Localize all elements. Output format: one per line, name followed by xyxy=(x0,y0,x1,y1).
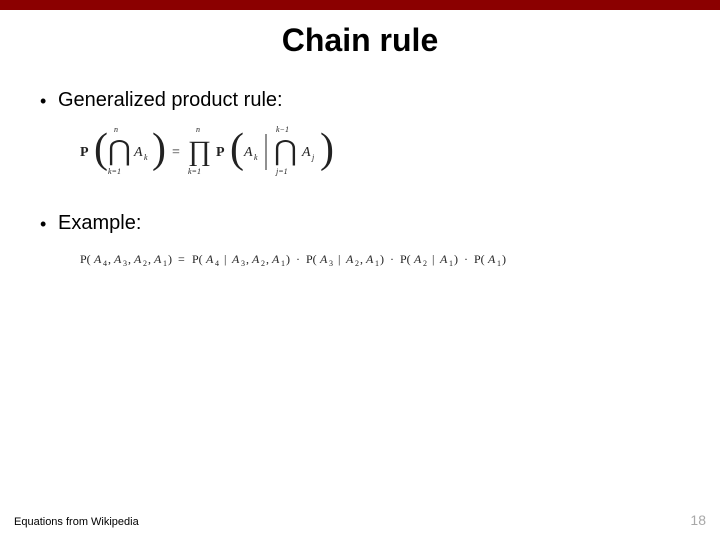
svg-text:2: 2 xyxy=(261,259,265,268)
svg-text:): ) xyxy=(380,252,384,266)
svg-text:·: · xyxy=(464,252,468,266)
bullet-marker: • xyxy=(40,212,58,237)
svg-text:4: 4 xyxy=(215,259,219,268)
svg-text:=: = xyxy=(172,145,180,160)
svg-text:P(: P( xyxy=(400,252,411,266)
svg-text:|: | xyxy=(224,252,226,266)
svg-text:A: A xyxy=(301,145,311,160)
svg-text:,: , xyxy=(246,252,249,266)
svg-text:j: j xyxy=(311,153,315,162)
svg-text:A: A xyxy=(365,252,374,266)
svg-text:1: 1 xyxy=(497,259,501,268)
svg-text:P(: P( xyxy=(80,252,91,266)
svg-text:(: ( xyxy=(94,126,108,172)
svg-text:,: , xyxy=(108,252,111,266)
svg-text:=: = xyxy=(178,252,185,266)
svg-text:·: · xyxy=(390,252,394,266)
svg-text:A: A xyxy=(413,252,422,266)
svg-text:1: 1 xyxy=(163,259,167,268)
svg-text:,: , xyxy=(266,252,269,266)
svg-text:k=1: k=1 xyxy=(108,167,121,176)
svg-text:3: 3 xyxy=(329,259,333,268)
svg-text:,: , xyxy=(360,252,363,266)
svg-text:A: A xyxy=(205,252,214,266)
svg-text:A: A xyxy=(133,145,143,160)
svg-text:|: | xyxy=(338,252,340,266)
svg-text:∏: ∏ xyxy=(188,136,211,167)
svg-text:2: 2 xyxy=(143,259,147,268)
svg-text:A: A xyxy=(319,252,328,266)
svg-text:n: n xyxy=(196,125,200,134)
svg-text:2: 2 xyxy=(423,259,427,268)
slide-body: • Generalized product rule: P ( ⋂ n k=1 … xyxy=(0,59,720,276)
svg-text:2: 2 xyxy=(355,259,359,268)
bullet-text-1: Generalized product rule: xyxy=(58,89,283,112)
svg-text:k−1: k−1 xyxy=(276,125,289,134)
svg-text:): ) xyxy=(502,252,506,266)
svg-text:1: 1 xyxy=(449,259,453,268)
svg-text:⋂: ⋂ xyxy=(108,136,131,167)
formula-example: P( A4 , A3 , A2 , A1 ) = P( A4 | A3 , A2… xyxy=(80,247,680,276)
svg-text:3: 3 xyxy=(241,259,245,268)
svg-text:A: A xyxy=(231,252,240,266)
bullet-item: • Example: xyxy=(40,212,680,237)
svg-text:k=1: k=1 xyxy=(188,167,201,176)
svg-text:⋂: ⋂ xyxy=(274,136,297,167)
bullet-text-2: Example: xyxy=(58,212,141,235)
svg-text:A: A xyxy=(487,252,496,266)
svg-text:A: A xyxy=(113,252,122,266)
formula-chain-rule: P ( ⋂ n k=1 A k ) = ∏ n k=1 P xyxy=(80,122,680,178)
svg-text:P(: P( xyxy=(306,252,317,266)
svg-text:): ) xyxy=(320,126,334,172)
svg-text:·: · xyxy=(296,252,300,266)
svg-text:): ) xyxy=(454,252,458,266)
svg-text:(: ( xyxy=(230,126,244,172)
svg-text:A: A xyxy=(345,252,354,266)
slide-number: 18 xyxy=(690,512,706,528)
svg-text:1: 1 xyxy=(281,259,285,268)
svg-text:j=1: j=1 xyxy=(275,167,288,176)
svg-text:4: 4 xyxy=(103,259,107,268)
svg-text:n: n xyxy=(114,125,118,134)
svg-text:A: A xyxy=(271,252,280,266)
svg-text:P: P xyxy=(80,145,89,160)
svg-text:k: k xyxy=(144,153,148,162)
svg-text:P(: P( xyxy=(192,252,203,266)
svg-text:,: , xyxy=(128,252,131,266)
footer-credit: Equations from Wikipedia xyxy=(14,516,139,528)
svg-text:A: A xyxy=(153,252,162,266)
svg-text:1: 1 xyxy=(375,259,379,268)
bullet-marker: • xyxy=(40,89,58,114)
svg-text:A: A xyxy=(93,252,102,266)
bullet-item: • Generalized product rule: xyxy=(40,89,680,114)
svg-text:): ) xyxy=(152,126,166,172)
svg-text:A: A xyxy=(251,252,260,266)
svg-text:,: , xyxy=(148,252,151,266)
svg-text:3: 3 xyxy=(123,259,127,268)
accent-bar xyxy=(0,0,720,10)
slide-title: Chain rule xyxy=(0,22,720,59)
svg-text:A: A xyxy=(133,252,142,266)
svg-text:A: A xyxy=(439,252,448,266)
svg-text:P: P xyxy=(216,145,225,160)
svg-text:): ) xyxy=(286,252,290,266)
svg-text:|: | xyxy=(432,252,434,266)
svg-text:): ) xyxy=(168,252,172,266)
svg-text:k: k xyxy=(254,153,258,162)
svg-text:P(: P( xyxy=(474,252,485,266)
svg-text:A: A xyxy=(243,145,253,160)
